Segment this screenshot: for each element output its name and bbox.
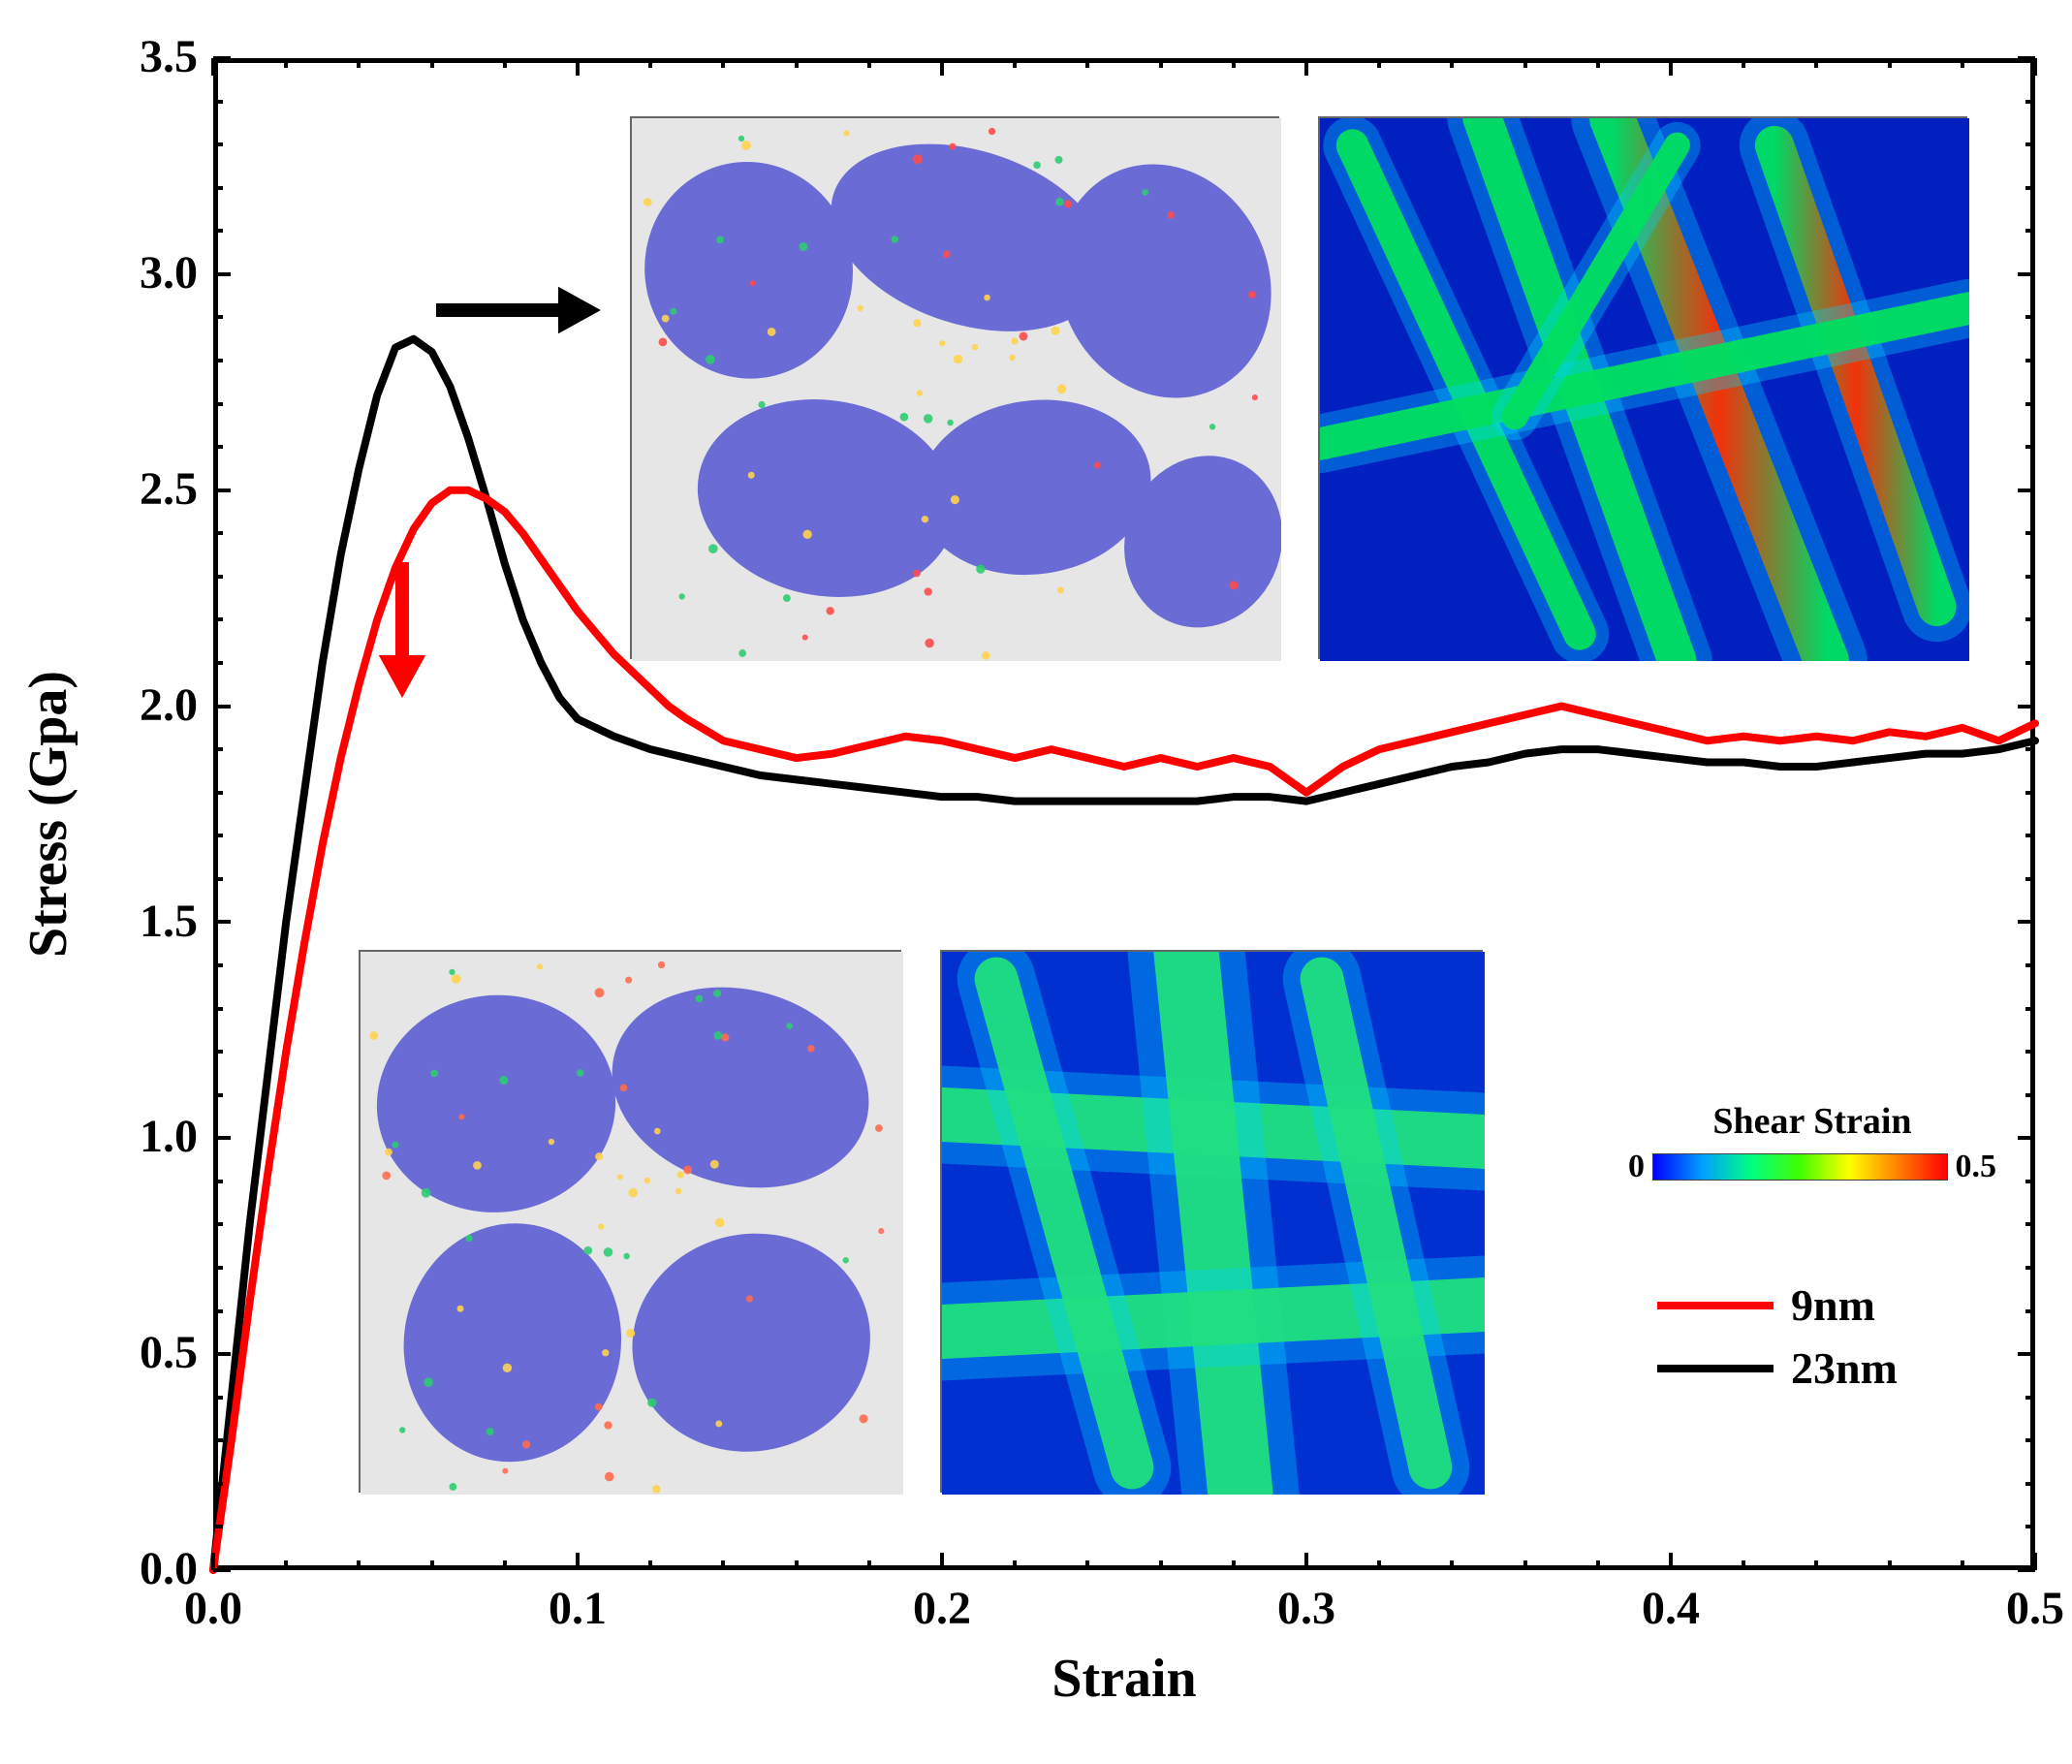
legend-item: 9nm: [1657, 1279, 1898, 1331]
tick-label: 0.1: [549, 1582, 607, 1635]
legend-line-icon: [1657, 1302, 1774, 1309]
colorbar-max: 0.5: [1956, 1149, 1997, 1185]
tick-label: 0.2: [913, 1582, 971, 1635]
tick-label: 2.5: [140, 462, 198, 516]
tick-label: 1.5: [140, 895, 198, 948]
stress-strain-chart: Strain Stress (Gpa) Shear Strain 0 0.5 9…: [19, 19, 2072, 1745]
colorbar: Shear Strain 0 0.5: [1628, 1100, 1996, 1185]
tick-label: 2.0: [140, 678, 198, 732]
tick-label: 1.0: [140, 1110, 198, 1163]
colorbar-title: Shear Strain: [1628, 1100, 1996, 1143]
tick-label: 0.5: [2006, 1582, 2064, 1635]
legend-item: 23nm: [1657, 1342, 1898, 1394]
tick-label: 0.4: [1642, 1582, 1700, 1635]
colorbar-min: 0: [1628, 1149, 1645, 1185]
inset-atomic-23nm: [630, 116, 1279, 659]
inset-strain-23nm: [1318, 116, 1967, 659]
tick-label: 3.0: [140, 246, 198, 299]
tick-label: 0.5: [140, 1326, 198, 1379]
legend: 9nm 23nm: [1657, 1279, 1898, 1405]
inset-strain-9nm: [940, 950, 1483, 1493]
inset-atomic-9nm: [359, 950, 901, 1493]
legend-line-icon: [1657, 1365, 1774, 1372]
tick-label: 3.5: [140, 30, 198, 83]
tick-label: 0.0: [140, 1542, 198, 1595]
legend-label: 9nm: [1791, 1279, 1875, 1331]
legend-label: 23nm: [1791, 1342, 1898, 1394]
tick-label: 0.3: [1277, 1582, 1335, 1635]
colorbar-gradient: [1652, 1153, 1948, 1181]
